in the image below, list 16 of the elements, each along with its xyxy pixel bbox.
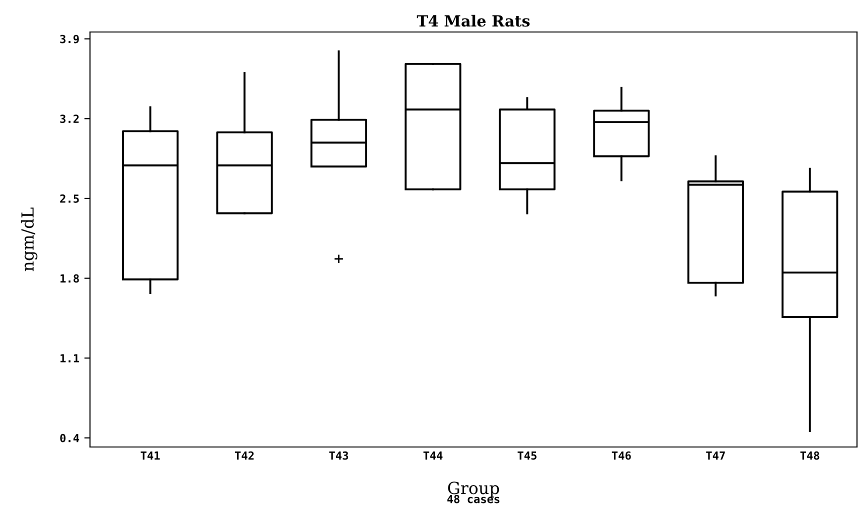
y-tick-label: 3.9	[60, 34, 79, 44]
chart-title: T4 Male Rats	[416, 14, 530, 27]
y-tick-label: 3.2	[60, 114, 79, 124]
x-tick-label: T42	[234, 451, 254, 460]
y-tick-label: 0.4	[60, 434, 80, 442]
x-tick-label: T47	[706, 452, 725, 460]
x-tick-label: T44	[423, 452, 443, 460]
x-tick-label: T43	[329, 451, 348, 460]
x-tick-label: T45	[518, 452, 536, 460]
x-tick-label: T48	[800, 451, 820, 460]
y-tick-label: 1.8	[60, 274, 79, 283]
y-axis-title: ngm/dL	[20, 208, 38, 272]
y-tick-label: 1.1	[60, 354, 80, 362]
y-tick-label: 2.5	[60, 194, 79, 203]
x-tick-label: T46	[612, 451, 631, 460]
x-tick-label: T41	[140, 452, 160, 460]
